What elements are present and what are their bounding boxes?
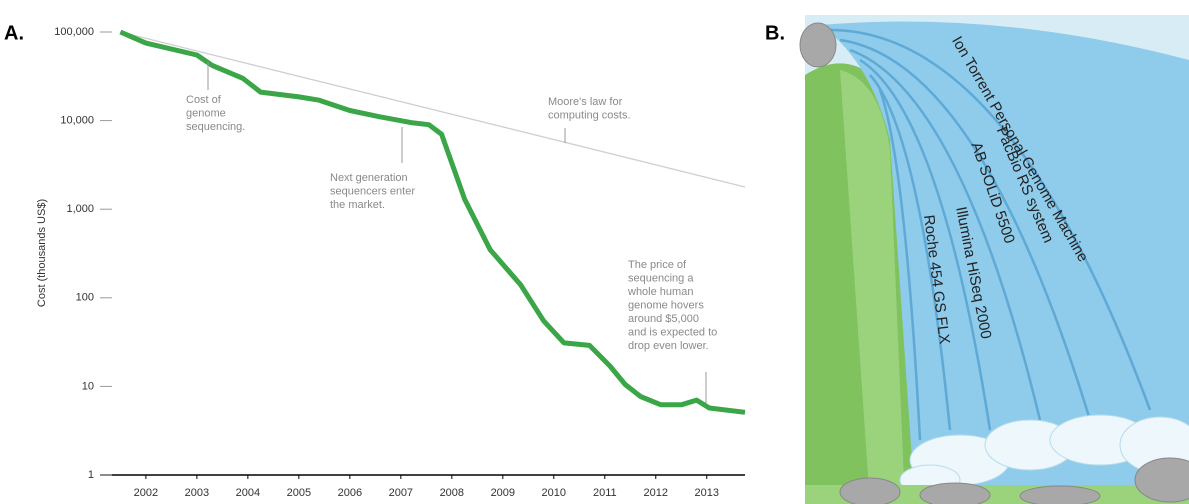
panel-label: B. [765,22,785,44]
annotation: Cost of [186,94,222,106]
annotation: computing costs. [548,109,631,121]
x-tick-label: 2006 [338,487,362,499]
y-tick-label: 10 [82,380,94,392]
page: {"chart_data":{"type":"line","panel_labe… [0,0,1189,504]
y-tick-label: 1 [88,469,94,481]
y-tick-label: 100 [76,292,94,304]
annotation: whole human [627,286,693,298]
annotation: sequencing a [628,272,694,284]
x-tick-label: 2002 [134,487,158,499]
x-tick-label: 2005 [287,487,311,499]
annotation: drop even lower. [628,340,709,352]
annotation: genome [186,107,226,119]
annotation: sequencing. [186,121,245,133]
y-tick-label: 10,000 [60,115,94,127]
x-tick-label: 2012 [644,487,668,499]
x-tick-label: 2011 [593,487,617,499]
annotation: The price of [628,259,687,271]
annotation: Next generation [330,172,408,184]
figure: B. A. Cost (thousands US$) 1 10 100 1,000 10… [0,0,1189,504]
y-tick-label: 100,000 [54,26,94,38]
x-tick-label: 2007 [389,487,413,499]
annotation: genome hovers [628,299,704,311]
y-tick-label: 1,000 [66,203,94,215]
annotation: Moore's law for [548,96,623,108]
x-tick-label: 2009 [491,487,515,499]
y-axis-label: Cost (thousands US$) [36,199,48,307]
series-line [120,32,745,412]
x-tick-label: 2003 [185,487,209,499]
x-tick-label: 2008 [440,487,464,499]
annotation: the market. [330,199,385,211]
x-tick-label: 2013 [695,487,719,499]
annotation: around $5,000 [628,313,699,325]
x-tick-label: 2004 [236,487,260,499]
panel-label: A. [4,22,24,44]
annotation: and is expected to [628,326,717,338]
x-tick-label: 2010 [542,487,566,499]
annotation: sequencers enter [330,185,415,197]
